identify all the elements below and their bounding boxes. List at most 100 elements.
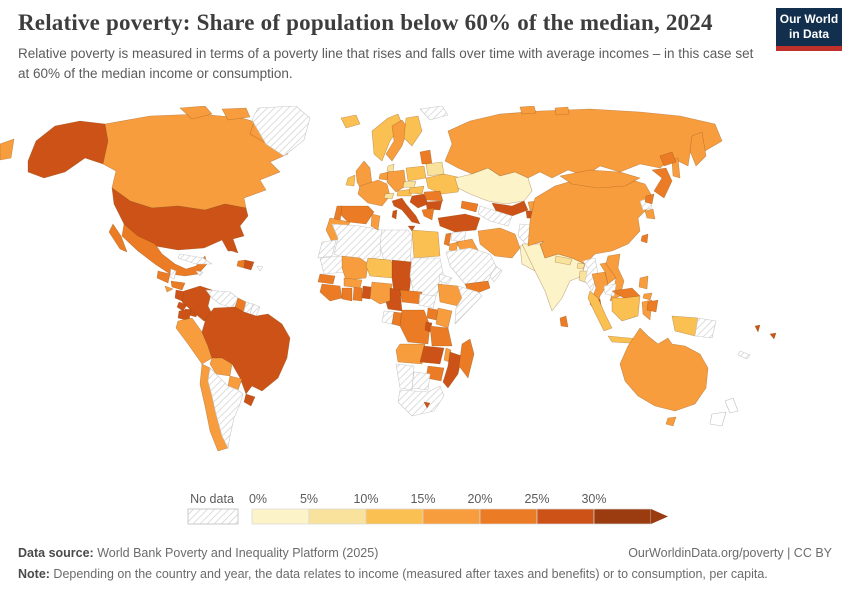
country-greenland[interactable] [251, 105, 311, 157]
country-arctic-isle[interactable] [554, 106, 570, 116]
country-japan[interactable] [651, 167, 673, 199]
country-arctic-islands[interactable] [179, 105, 213, 120]
country-israel-lebanon[interactable] [443, 232, 452, 247]
country-drc[interactable] [399, 309, 431, 345]
country-cuba[interactable] [177, 253, 213, 265]
country-indonesia[interactable] [587, 290, 613, 332]
country-puerto-rico[interactable] [256, 265, 264, 272]
country-ukraine[interactable] [425, 173, 463, 195]
country-france[interactable] [357, 179, 391, 207]
country-turkmenistan[interactable] [477, 205, 513, 227]
country-uganda[interactable] [426, 307, 439, 321]
legend-bin-20-25[interactable] [479, 508, 538, 525]
country-serbia-balkans[interactable] [409, 193, 429, 209]
country-mali[interactable] [341, 255, 369, 281]
country-sardinia[interactable] [391, 209, 398, 220]
country-eritrea[interactable] [438, 273, 453, 285]
country-russia-sakhalin[interactable] [671, 157, 681, 179]
country-el-salvador[interactable] [164, 285, 174, 293]
legend-bin-30-plus[interactable] [593, 508, 652, 525]
country-lesotho[interactable] [423, 401, 431, 409]
country-tasmania[interactable] [665, 416, 677, 427]
country-arctic-isle[interactable] [519, 105, 537, 115]
license-link[interactable]: OurWorldinData.org/poverty | CC BY [628, 546, 832, 560]
country-oman[interactable] [489, 265, 503, 283]
country-rwanda-burundi[interactable] [424, 321, 433, 333]
country-central-african-republic[interactable] [399, 289, 423, 305]
country-nepal[interactable] [554, 255, 573, 266]
country-russia-chukotka[interactable] [0, 138, 15, 161]
country-baltic-states[interactable] [419, 149, 433, 165]
country-sicily[interactable] [407, 225, 416, 232]
country-somalia[interactable] [454, 285, 483, 325]
legend-bin-15-20[interactable] [422, 508, 481, 525]
country-burkina-faso[interactable] [343, 277, 363, 289]
country-uruguay[interactable] [243, 393, 256, 407]
country-kazakhstan[interactable] [454, 167, 533, 205]
country-fiji[interactable] [769, 332, 777, 340]
country-saudi-arabia[interactable] [445, 247, 497, 285]
legend-bin-10-15[interactable] [365, 508, 424, 525]
country-ireland[interactable] [345, 174, 356, 187]
country-switzerland[interactable] [383, 192, 395, 200]
country-romania[interactable] [423, 190, 444, 202]
country-namibia[interactable] [395, 363, 415, 391]
country-south-korea[interactable] [644, 208, 656, 220]
country-tunisia[interactable] [370, 213, 381, 231]
country-mexico-baja[interactable] [108, 223, 128, 253]
country-zambia[interactable] [419, 345, 445, 365]
country-czechia[interactable] [402, 180, 417, 189]
country-ivory-coast[interactable] [341, 287, 353, 302]
country-indonesia-papua[interactable] [671, 315, 699, 337]
legend-no-data-swatch[interactable] [187, 508, 239, 525]
country-haiti[interactable] [236, 259, 246, 269]
country-philippines[interactable] [642, 292, 653, 301]
country-botswana[interactable] [411, 371, 431, 391]
country-madagascar[interactable] [458, 338, 475, 379]
country-hungary-slovakia[interactable] [408, 185, 425, 195]
country-sri-lanka[interactable] [559, 315, 569, 328]
country-turkey[interactable] [437, 213, 481, 233]
country-new-caledonia[interactable] [737, 350, 751, 360]
country-svalbard[interactable] [419, 105, 449, 121]
country-russia-kamchatka[interactable] [689, 131, 707, 167]
country-australia[interactable] [619, 327, 709, 412]
legend-bin-0-5[interactable] [251, 508, 310, 525]
country-south-sudan[interactable] [418, 293, 437, 309]
country-arctic-islands[interactable] [221, 107, 251, 121]
country-denmark[interactable] [386, 163, 395, 173]
country-angola[interactable] [395, 343, 426, 365]
country-ghana[interactable] [352, 286, 363, 302]
owid-logo[interactable]: Our World in Data [776, 8, 842, 51]
country-greece[interactable] [421, 207, 435, 221]
country-iran[interactable] [477, 227, 521, 259]
country-germany[interactable] [386, 169, 407, 193]
country-cambodia[interactable] [603, 283, 617, 297]
country-italy[interactable] [391, 197, 421, 225]
country-philippines[interactable] [638, 275, 649, 290]
country-sweden[interactable] [385, 119, 409, 162]
country-dominican-republic[interactable] [243, 259, 255, 271]
country-libya[interactable] [379, 229, 413, 265]
country-china[interactable] [527, 175, 653, 265]
country-russia[interactable] [444, 108, 723, 179]
country-argentina[interactable] [207, 367, 244, 449]
country-mongolia[interactable] [559, 169, 641, 189]
country-bulgaria[interactable] [425, 200, 443, 211]
country-guatemala[interactable] [156, 270, 171, 284]
country-tanzania[interactable] [429, 325, 453, 347]
country-jamaica[interactable] [195, 270, 204, 277]
country-new-zealand[interactable] [709, 411, 727, 427]
country-japan[interactable] [659, 151, 677, 167]
country-nigeria[interactable] [369, 281, 393, 305]
country-taiwan[interactable] [640, 233, 649, 244]
country-egypt[interactable] [411, 229, 441, 259]
legend-bin-25-30[interactable] [536, 508, 595, 525]
legend-bin-5-10[interactable] [308, 508, 367, 525]
country-indonesia[interactable] [611, 295, 641, 322]
country-kenya[interactable] [435, 307, 453, 329]
country-caucasus[interactable] [460, 200, 479, 213]
country-austria[interactable] [396, 188, 413, 197]
country-myanmar[interactable] [582, 257, 599, 292]
country-papua-new-guinea[interactable] [694, 317, 717, 339]
